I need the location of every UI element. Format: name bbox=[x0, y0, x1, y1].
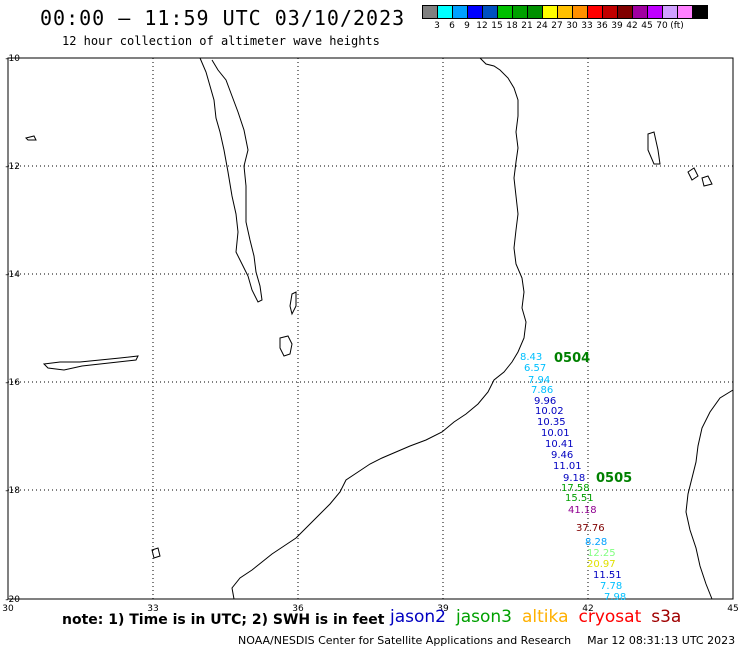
lat-label: -10 bbox=[5, 54, 20, 64]
legend-label: 9 bbox=[464, 21, 470, 31]
footnote: note: 1) Time is in UTC; 2) SWH is in fe… bbox=[62, 612, 385, 628]
lon-label: 30 bbox=[2, 604, 14, 614]
swh-value-label: 10.01 bbox=[541, 428, 570, 439]
map-subtitle: 12 hour collection of altimeter wave hei… bbox=[62, 34, 380, 48]
swh-value-label: 9.46 bbox=[551, 450, 573, 461]
legend-label: 12 bbox=[476, 21, 488, 31]
madagascar-coastline bbox=[685, 389, 734, 600]
lat-label: -20 bbox=[5, 595, 20, 605]
swh-value-label: 7.94 bbox=[528, 375, 550, 386]
comoros-islet-1 bbox=[687, 167, 699, 181]
swh-value-label: 20.97 bbox=[587, 559, 616, 570]
legend-label: 15 bbox=[491, 21, 503, 31]
swh-value-label: 12.25 bbox=[587, 548, 616, 559]
swh-value-label: 7.98 bbox=[604, 592, 626, 603]
swh-value-label: 9.96 bbox=[534, 396, 556, 407]
lat-label: -18 bbox=[5, 486, 20, 496]
coastlines bbox=[25, 57, 734, 600]
lon-label: 33 bbox=[147, 604, 158, 614]
credit-text: NOAA/NESDIS Center for Satellite Applica… bbox=[238, 634, 572, 647]
lat-label: -14 bbox=[5, 270, 20, 280]
lon-label: 39 bbox=[437, 604, 449, 614]
swh-value-label: 41.18 bbox=[568, 505, 597, 516]
mainland-coastline bbox=[231, 57, 527, 600]
swh-value-label: 7.78 bbox=[600, 581, 622, 592]
lon-label: 42 bbox=[582, 604, 593, 614]
lake-chiuta-outline bbox=[289, 291, 297, 316]
map-title: 00:00 – 11:59 UTC 03/10/2023 bbox=[40, 6, 406, 30]
swh-value-label: 9.18 bbox=[563, 473, 585, 484]
legend-swatch bbox=[692, 5, 708, 19]
lat-label: -12 bbox=[5, 162, 20, 172]
generated-timestamp: Mar 12 08:31:13 UTC 2023 bbox=[587, 634, 736, 647]
legend-label: 24 bbox=[536, 21, 548, 31]
legend-label: 18 bbox=[506, 21, 518, 31]
latitude-labels: -10 -12 -14 -16 -18 -20 bbox=[5, 54, 20, 605]
swh-observations: 8.436.577.947.869.9610.0210.3510.0110.41… bbox=[520, 352, 626, 603]
legend-label: 6 bbox=[449, 21, 455, 31]
legend-label: 39 bbox=[611, 21, 623, 31]
map-frame bbox=[7, 57, 734, 600]
swh-value-label: 11.51 bbox=[593, 570, 622, 581]
legend-label: 70 bbox=[656, 21, 668, 31]
satellite-name: s3a bbox=[651, 607, 682, 627]
legend-label: 30 bbox=[566, 21, 578, 31]
legend-label: 21 bbox=[521, 21, 533, 31]
lake-malawi-outline bbox=[199, 57, 263, 303]
legend-label: 33 bbox=[581, 21, 593, 31]
swh-value-label: 11.01 bbox=[553, 461, 582, 472]
swh-value-label: 10.02 bbox=[535, 406, 564, 417]
swh-value-label: 15.51 bbox=[565, 493, 594, 504]
islet-west bbox=[25, 135, 37, 141]
legend-label: 45 bbox=[641, 21, 653, 31]
legend-label: (ft) bbox=[670, 21, 684, 31]
lon-label: 36 bbox=[292, 604, 304, 614]
legend-label: 42 bbox=[626, 21, 638, 31]
comoros-islet-2 bbox=[701, 175, 713, 187]
track-id-label: 0504 bbox=[554, 351, 590, 366]
lake-cahora-bassa-outline bbox=[42, 355, 139, 371]
islet-south bbox=[151, 547, 161, 559]
swh-value-label: 6.57 bbox=[524, 363, 546, 374]
footer: NOAA/NESDIS Center for Satellite Applica… bbox=[238, 634, 735, 647]
swh-value-label: 8.43 bbox=[520, 352, 542, 363]
swh-value-label: 17.58 bbox=[561, 483, 590, 494]
satellite-name: jason2 bbox=[390, 607, 446, 627]
track-id-label: 0505 bbox=[596, 471, 632, 486]
color-legend bbox=[422, 5, 708, 19]
comoros-outline bbox=[647, 131, 661, 165]
lat-label: -16 bbox=[5, 378, 20, 388]
satellite-name: altika bbox=[522, 607, 569, 627]
track-labels: 0504 0505 bbox=[554, 351, 632, 486]
satellite-legend: jason2 jason3 altika cryosat s3a bbox=[390, 607, 691, 627]
grid-lines bbox=[8, 58, 733, 599]
legend-label: 3 bbox=[434, 21, 440, 31]
satellite-name: cryosat bbox=[578, 607, 642, 627]
swh-value-label: 37.76 bbox=[576, 523, 605, 534]
swh-value-label: 7.86 bbox=[531, 385, 553, 396]
swh-value-label: 10.35 bbox=[537, 417, 566, 428]
legend-label: 27 bbox=[551, 21, 563, 31]
lon-label: 45 bbox=[727, 604, 738, 614]
swh-value-label: 8.28 bbox=[585, 537, 607, 548]
longitude-labels: 30 33 36 39 42 45 bbox=[2, 604, 738, 614]
swh-value-label: 10.41 bbox=[545, 439, 574, 450]
legend-label: 36 bbox=[596, 21, 608, 31]
satellite-name: jason3 bbox=[456, 607, 512, 627]
lake-chilwa-outline bbox=[279, 335, 293, 357]
